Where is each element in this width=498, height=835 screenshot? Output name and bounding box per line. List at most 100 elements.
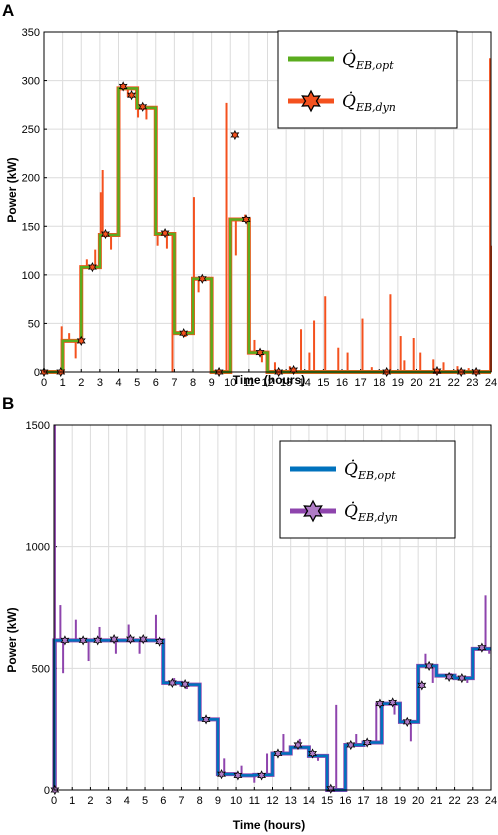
dyn-star-marker: [197, 273, 207, 284]
panel-b-ylabel: Power (kW): [5, 607, 19, 672]
dyn-star-marker: [424, 660, 434, 672]
x-tick-label: 21: [429, 377, 441, 389]
dyn-star-marker: [308, 748, 318, 759]
dyn-star-marker: [201, 714, 211, 725]
dyn-star-marker: [375, 698, 385, 709]
dyn-star-marker: [402, 716, 412, 727]
panel-a-ylabel: Power (kW): [5, 157, 19, 222]
x-tick-label: 21: [430, 795, 442, 807]
panel-letter-b: B: [2, 394, 14, 413]
x-tick-label: 16: [336, 377, 348, 389]
dyn-star-marker: [217, 769, 226, 780]
legend-star-icon: [303, 499, 323, 523]
legend-box: [277, 30, 458, 129]
x-tick-label: 16: [339, 795, 351, 807]
x-tick-label: 22: [448, 795, 460, 807]
dyn-star-marker: [179, 328, 189, 339]
y-tick-label: 50: [28, 318, 40, 330]
x-tick-label: 13: [285, 795, 297, 807]
dyn-star-marker: [273, 748, 283, 759]
dyn-star-marker: [138, 634, 148, 645]
y-tick-label: 0: [34, 367, 40, 379]
dyn-star-marker: [60, 635, 70, 646]
x-tick-label: 23: [467, 795, 479, 807]
x-tick-label: 17: [355, 377, 367, 389]
dyn-star-marker: [78, 635, 88, 646]
legend-label-opt: Q̇EB,opt: [342, 50, 394, 72]
x-tick-label: 12: [266, 795, 278, 807]
y-tick-label: 350: [22, 27, 40, 39]
dyn-star-marker: [255, 347, 265, 358]
panel-letter-a: A: [2, 1, 14, 20]
x-tick-label: 10: [230, 795, 242, 807]
x-tick-label: 2: [78, 377, 84, 389]
x-tick-label: 14: [303, 795, 315, 807]
legend-label-dyn: Q̇EB,dyn: [342, 92, 396, 114]
dyn-star-marker: [457, 672, 467, 684]
dyn-star-marker: [293, 739, 303, 751]
x-tick-label: 8: [197, 795, 203, 807]
axes-frame-a: [43, 31, 492, 373]
panel-a-xlabel: Time (hours): [233, 373, 305, 387]
x-tick-label: 1: [60, 377, 66, 389]
dyn-star-marker: [76, 335, 86, 347]
axes-frame-b: [53, 424, 492, 791]
dyn-star-marker: [233, 770, 243, 781]
dyn-star-marker: [432, 365, 442, 377]
x-tick-label: 9: [209, 377, 215, 389]
x-tick-label: 19: [392, 377, 404, 389]
x-tick-label: 18: [376, 795, 388, 807]
y-tick-label: 100: [22, 270, 40, 282]
y-tick-label: 1500: [26, 420, 50, 432]
x-tick-label: 23: [466, 377, 478, 389]
x-tick-label: 7: [171, 377, 177, 389]
dyn-star-marker: [93, 635, 103, 646]
chart-panel-a: 0 1 2 3 4 5 6 7 8 9 10 11 12 13 14 15 16 17 18 19 20 21 22 23 24…: [22, 27, 497, 389]
x-tick-label: 22: [448, 377, 460, 389]
x-tick-label: 0: [41, 377, 47, 389]
legend-label-opt: Q̇EB,opt: [344, 460, 396, 482]
dyn-star-marker: [241, 214, 251, 225]
x-tick-label: 24: [485, 795, 497, 807]
x-tick-label: 6: [153, 377, 159, 389]
x-tick-label: 0: [51, 795, 57, 807]
x-tick-label: 11: [243, 377, 254, 389]
dyn-star-marker: [289, 364, 299, 376]
x-tick-label: 8: [190, 377, 196, 389]
legend-label-dyn: Q̇EB,dyn: [344, 502, 398, 524]
dyn-star-marker: [126, 634, 135, 645]
x-tick-label: 1: [69, 795, 75, 807]
x-tick-label: 20: [410, 377, 422, 389]
dyn-star-marker: [87, 261, 97, 273]
dyn-star-marker: [160, 227, 170, 239]
x-tick-label: 10: [224, 377, 236, 389]
x-tick-label: 7: [178, 795, 184, 807]
x-tick-label: 4: [124, 795, 130, 807]
y-tick-label: 500: [32, 663, 50, 675]
x-tick-label: 4: [115, 377, 121, 389]
x-tick-label: 13: [280, 377, 292, 389]
dyn-star-marker: [118, 81, 128, 92]
dyn-star-marker: [257, 770, 267, 781]
dyn-star-marker: [326, 783, 336, 794]
dyn-star-marker: [477, 642, 487, 653]
dyn-star-marker: [167, 677, 177, 689]
dyn-star-marker: [417, 680, 427, 691]
x-tick-label: 6: [160, 795, 166, 807]
x-tick-label: 17: [357, 795, 369, 807]
y-tick-label: 1000: [26, 542, 50, 554]
legend-b: Q̇EB,opt Q̇EB,dyn: [279, 440, 456, 539]
dyn-star-marker: [138, 101, 148, 112]
dyn-star-marker: [127, 90, 136, 101]
y-tick-label: 250: [22, 124, 40, 136]
x-tick-label: 5: [134, 377, 140, 389]
legend-box: [279, 440, 456, 539]
y-tick-label: 300: [22, 76, 40, 88]
x-tick-label: 15: [317, 377, 329, 389]
x-tick-label: 5: [142, 795, 148, 807]
x-tick-label: 18: [373, 377, 385, 389]
panel-b-xlabel: Time (hours): [233, 818, 305, 832]
dyn-star-marker: [346, 739, 356, 751]
x-tick-label: 14: [299, 377, 311, 389]
legend-a: Q̇EB,opt Q̇EB,dyn: [277, 30, 458, 129]
